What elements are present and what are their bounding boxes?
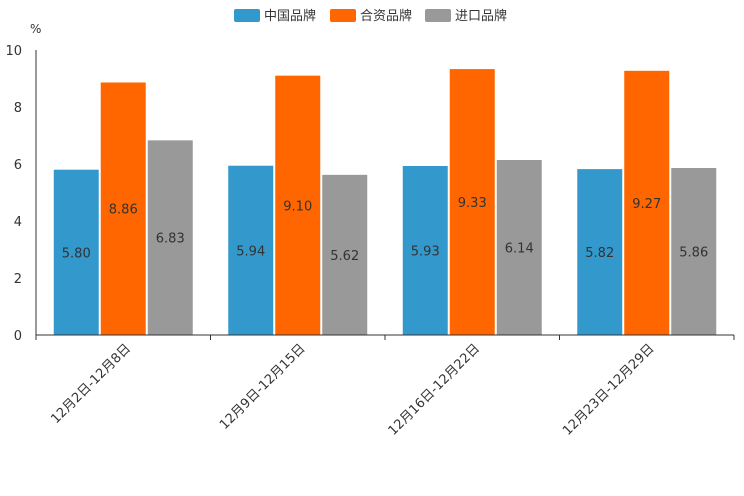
legend-swatch-3	[425, 9, 451, 22]
x-tick-label-2: 12月9日-12月15日	[217, 341, 309, 433]
legend-swatch-1	[234, 9, 260, 22]
data-label-3-2: 5.62	[330, 249, 359, 264]
x-axis: 12月2日-12月8日 12月9日-12月15日 12月16日-12月22日 12月2…	[35, 334, 735, 439]
data-label-3-4: 5.86	[679, 245, 708, 260]
x-tick-label-3: 12月16日-12月22日	[386, 341, 483, 438]
data-label-2-2: 9.10	[283, 199, 312, 214]
y-tick-label-4: 4	[14, 215, 22, 230]
y-tick-label-6: 6	[14, 158, 22, 173]
bars: 5.80 8.86 6.83 5.94 9.10 5.62 5.93 9.33 6.14 5.82…	[53, 69, 717, 336]
y-tick-label-8: 8	[14, 101, 22, 116]
y-tick-label-10: 10	[5, 44, 22, 59]
bar-3-2	[322, 174, 368, 335]
legend-label-3: 进口品牌	[455, 8, 507, 24]
bar-1-3	[402, 165, 448, 335]
bar-2-4	[624, 70, 670, 336]
data-label-2-1: 8.86	[109, 203, 138, 218]
data-label-1-3: 5.93	[411, 244, 440, 259]
bar-1-1	[53, 169, 99, 335]
bar-2-2	[275, 75, 321, 336]
legend-label-2: 合资品牌	[360, 8, 412, 24]
bar-3-1	[147, 140, 193, 335]
data-label-1-2: 5.94	[236, 244, 265, 259]
bar-3-3	[496, 160, 542, 335]
x-tick-label-4: 12月23日-12月29日	[560, 341, 657, 438]
y-axis: 0 2 4 6 8 10	[5, 44, 37, 344]
data-label-2-3: 9.33	[458, 196, 487, 211]
y-tick-label-2: 2	[14, 272, 22, 287]
bar-2-3	[449, 69, 495, 335]
bar-3-4	[671, 167, 717, 335]
bar-1-4	[577, 169, 623, 335]
legend: 中国品牌 合资品牌 进口品牌	[234, 8, 507, 24]
bar-2-1	[100, 82, 146, 336]
data-label-1-4: 5.82	[585, 246, 614, 261]
bar-1-2	[228, 165, 274, 335]
y-axis-unit-label: %	[30, 22, 41, 36]
x-tick-label-1: 12月2日-12月8日	[48, 341, 134, 427]
y-tick-label-0: 0	[14, 329, 22, 344]
data-label-3-1: 6.83	[156, 232, 185, 247]
data-label-1-1: 5.80	[62, 246, 91, 261]
legend-label-1: 中国品牌	[264, 8, 316, 24]
data-label-3-3: 6.14	[505, 242, 534, 257]
legend-swatch-2	[330, 9, 356, 22]
data-label-2-4: 9.27	[632, 197, 661, 212]
